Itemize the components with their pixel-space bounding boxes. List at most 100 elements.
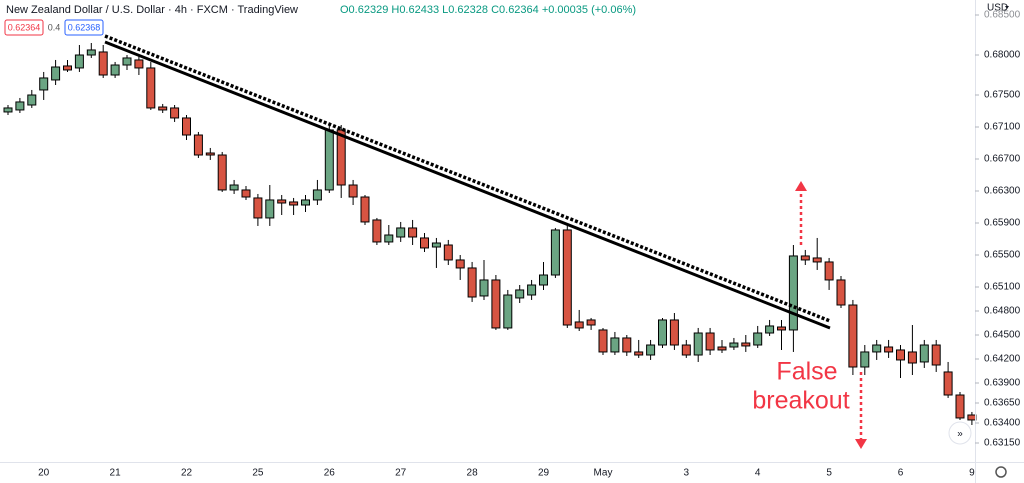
candle-body	[479, 279, 489, 297]
candle-body	[86, 49, 96, 56]
candle-body	[348, 184, 358, 198]
candle-body	[610, 337, 620, 353]
candle-body	[765, 325, 775, 334]
candle-body	[158, 106, 168, 111]
ohlc-values: O0.62329 H0.62433 L0.62328 C0.62364 +0.0…	[340, 4, 636, 16]
candle-body	[693, 332, 703, 356]
candle-body	[550, 229, 560, 276]
candle-body	[681, 344, 691, 356]
candle-body	[39, 77, 49, 91]
settings-icon[interactable]	[995, 466, 1007, 478]
candle-body	[812, 257, 822, 263]
candle-body	[301, 199, 310, 206]
x-tick-label: 9	[969, 468, 975, 479]
trend-line	[104, 40, 831, 330]
ask-price[interactable]: 0.62368	[68, 22, 101, 32]
x-tick-label: 26	[324, 468, 336, 479]
candle-body	[360, 196, 370, 223]
candle-body	[408, 227, 418, 238]
chart-title: New Zealand Dollar / U.S. Dollar · 4h · …	[6, 4, 298, 16]
x-tick-label: 3	[684, 468, 690, 479]
candle-body	[74, 54, 84, 69]
candle-body	[574, 321, 584, 329]
candle-body	[562, 229, 572, 326]
sell-button[interactable]	[4, 19, 44, 36]
candle-body	[324, 129, 334, 191]
candle-body	[717, 346, 727, 351]
candle-body	[622, 337, 632, 353]
candle-body	[800, 255, 810, 261]
candle-body	[253, 197, 263, 219]
candle-body	[467, 267, 477, 298]
candle-body	[134, 59, 144, 69]
x-tick-label: 27	[395, 468, 407, 479]
x-tick-label: 5	[826, 468, 832, 479]
candle-body	[170, 107, 180, 119]
y-tick-label: 0.65500	[984, 250, 1021, 261]
candle-body	[931, 344, 941, 366]
y-tick-label: 0.65100	[984, 282, 1021, 293]
scroll-button[interactable]	[948, 421, 972, 445]
candle-body	[705, 332, 715, 351]
candle-body	[431, 242, 441, 248]
candle-body	[98, 51, 108, 76]
x-tick-label: 4	[755, 468, 761, 479]
y-tick-label: 0.66300	[984, 186, 1021, 197]
candle-body	[943, 371, 953, 396]
candle-body	[527, 284, 537, 296]
y-tick-label: 0.64500	[984, 330, 1021, 341]
candle-body	[110, 64, 120, 76]
candle-body	[539, 274, 548, 286]
candle-body	[63, 65, 72, 71]
candle-body	[598, 329, 608, 353]
y-tick-label: 0.64200	[984, 354, 1021, 365]
candle-body	[193, 134, 203, 156]
candle-body	[586, 319, 596, 326]
y-tick-label: 0.63400	[984, 418, 1021, 429]
candle-body	[824, 261, 834, 281]
candle-body	[777, 326, 786, 331]
candle-body	[896, 349, 905, 361]
currency-caret[interactable]	[1005, 6, 1009, 9]
candle-body	[658, 319, 667, 346]
candle-body	[443, 244, 453, 261]
plot-area	[3, 43, 977, 425]
candle-body	[503, 294, 513, 329]
candle-body	[860, 351, 870, 368]
candle-body	[277, 199, 287, 204]
candle-body	[205, 152, 215, 156]
x-tick-label: 28	[467, 468, 479, 479]
candle-body	[229, 184, 239, 191]
candle-body	[872, 344, 882, 353]
candle-body	[217, 154, 227, 191]
x-tick-label: May	[594, 468, 613, 479]
bid-price[interactable]: 0.62364	[8, 22, 41, 32]
candle-body	[515, 289, 525, 299]
x-tick-label: 22	[181, 468, 193, 479]
candle-body	[907, 351, 917, 364]
y-tick-label: 0.63150	[984, 438, 1021, 449]
x-tick-label: 6	[898, 468, 904, 479]
annotation: breakout	[752, 387, 849, 415]
candle-body	[848, 304, 858, 368]
y-tick-label: 0.68000	[984, 50, 1021, 61]
candle-body	[967, 414, 977, 421]
candle-body	[634, 351, 644, 356]
candle-body	[122, 57, 132, 66]
x-tick-label: 25	[252, 468, 264, 479]
candle-body	[646, 344, 656, 356]
candle-body	[753, 332, 763, 346]
scroll-icon[interactable]: »	[957, 429, 963, 440]
y-tick-label: 0.65900	[984, 218, 1021, 229]
candle-body	[729, 342, 739, 348]
y-tick-label: 0.63650	[984, 398, 1021, 409]
candle-body	[265, 199, 275, 219]
candle-body	[336, 129, 346, 186]
candle-body	[146, 67, 156, 109]
candle-body	[384, 234, 394, 243]
currency[interactable]: USD	[987, 3, 1008, 14]
buy-button[interactable]	[64, 19, 104, 36]
candle-body	[241, 189, 251, 198]
candle-body	[741, 342, 751, 347]
